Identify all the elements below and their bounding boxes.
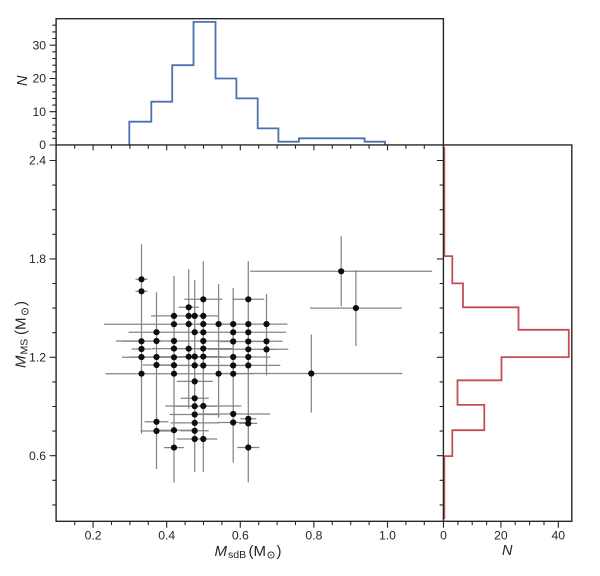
svg-text:20: 20 bbox=[494, 529, 508, 543]
svg-text:10: 10 bbox=[32, 105, 46, 119]
svg-text:0.6: 0.6 bbox=[29, 449, 46, 463]
svg-text:): ) bbox=[277, 543, 282, 560]
svg-text:2.4: 2.4 bbox=[29, 154, 46, 168]
svg-text:sdB: sdB bbox=[228, 549, 246, 561]
svg-text:N: N bbox=[15, 75, 31, 86]
svg-text:1.8: 1.8 bbox=[29, 252, 46, 266]
svg-text:40: 40 bbox=[552, 529, 566, 543]
svg-text:M: M bbox=[13, 355, 30, 368]
svg-text:0.4: 0.4 bbox=[158, 529, 175, 543]
svg-text:0.2: 0.2 bbox=[85, 529, 102, 543]
svg-text:MS: MS bbox=[19, 339, 31, 355]
svg-text:1.2: 1.2 bbox=[29, 351, 46, 365]
svg-text:1.0: 1.0 bbox=[379, 529, 396, 543]
svg-text:0.8: 0.8 bbox=[305, 529, 322, 543]
svg-text:M: M bbox=[215, 543, 228, 560]
svg-text:30: 30 bbox=[32, 38, 46, 52]
svg-text:0.6: 0.6 bbox=[232, 529, 249, 543]
svg-text:(M: (M bbox=[249, 543, 267, 560]
svg-text:20: 20 bbox=[32, 72, 46, 86]
svg-text:N: N bbox=[502, 543, 513, 559]
svg-text:(M: (M bbox=[13, 318, 30, 336]
svg-text:0: 0 bbox=[440, 529, 447, 543]
svg-text:): ) bbox=[13, 301, 30, 306]
svg-text:0: 0 bbox=[39, 138, 46, 152]
